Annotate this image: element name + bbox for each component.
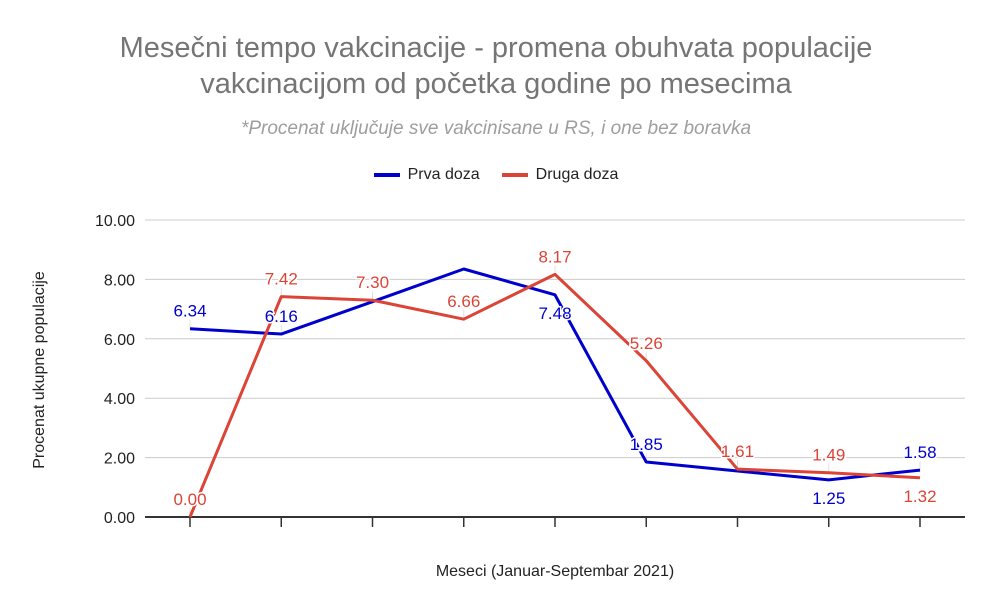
chart-title-line2: vakcinacijom od početka godine po meseci… <box>200 68 792 100</box>
data-label: 7.30 <box>356 273 389 292</box>
legend-item-prva-doza[interactable]: Prva doza <box>373 166 480 184</box>
x-axis-label: Meseci (Januar-Septembar 2021) <box>435 563 675 580</box>
chart-subtitle: *Procenat uključuje sve vakcinisane u RS… <box>240 118 752 139</box>
data-label: 6.16 <box>265 307 298 326</box>
y-tick-label: 6.00 <box>104 332 135 349</box>
y-tick-label: 8.00 <box>104 272 135 289</box>
legend-swatch <box>501 173 528 177</box>
data-label: 8.17 <box>538 247 571 266</box>
data-label: 1.32 <box>903 487 936 506</box>
data-label: 1.49 <box>812 446 845 465</box>
legend-label: Prva doza <box>407 166 480 183</box>
legend-label: Druga doza <box>535 166 619 183</box>
data-label: 1.58 <box>903 443 936 462</box>
data-label: 1.61 <box>721 442 754 461</box>
data-label: 1.25 <box>812 489 845 508</box>
chart-title-line1: Mesečni tempo vakcinacije - promena obuh… <box>119 32 873 64</box>
y-tick-label: 0.00 <box>104 510 135 527</box>
data-label: 7.48 <box>538 304 571 323</box>
y-tick-label: 10.00 <box>95 213 135 230</box>
y-tick-label: 4.00 <box>104 391 135 408</box>
data-label: 5.26 <box>630 334 663 353</box>
data-label: 7.42 <box>265 270 298 289</box>
data-label: 6.34 <box>173 302 206 321</box>
legend-swatch <box>373 173 400 177</box>
y-tick-label: 2.00 <box>104 451 135 468</box>
data-label: 1.85 <box>630 435 663 454</box>
series-line-0 <box>189 267 921 482</box>
data-label: 0.00 <box>173 490 206 509</box>
data-label: 6.66 <box>447 292 480 311</box>
series-line-1 <box>188 272 921 518</box>
legend-item-druga-doza[interactable]: Druga doza <box>501 166 619 184</box>
y-axis-label: Procenat ukupne populacije <box>31 271 48 469</box>
legend: Prva doza Druga doza <box>0 166 992 184</box>
